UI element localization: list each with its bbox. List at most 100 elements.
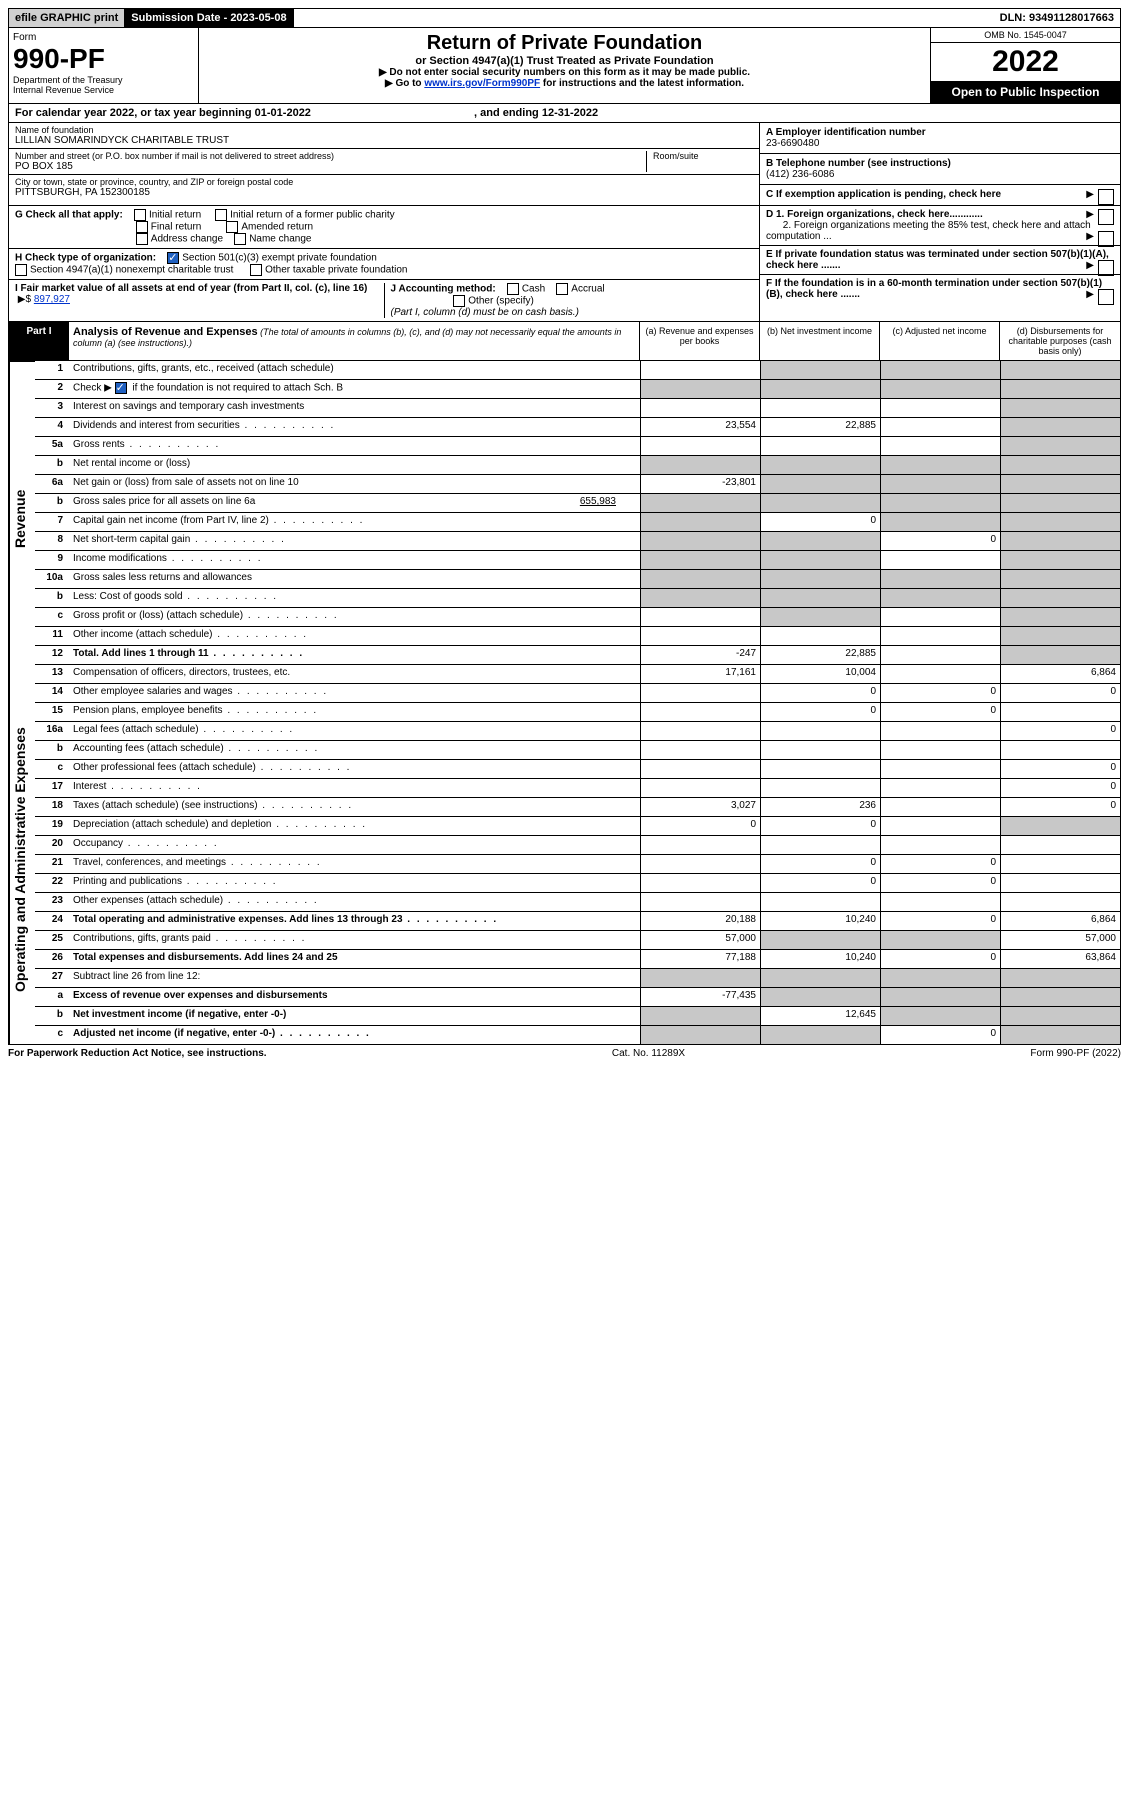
omb-number: OMB No. 1545-0047 xyxy=(931,28,1120,43)
footer-mid: Cat. No. 11289X xyxy=(612,1048,685,1059)
f-text: F If the foundation is in a 60-month ter… xyxy=(766,278,1102,300)
col-d-header: (d) Disbursements for charitable purpose… xyxy=(1000,322,1120,360)
line-17: 17Interest0 xyxy=(35,779,1120,798)
j-cash-checkbox[interactable] xyxy=(507,283,519,295)
schb-checkbox[interactable] xyxy=(115,382,127,394)
dln-number: DLN: 93491128017663 xyxy=(994,9,1120,27)
c-checkbox[interactable] xyxy=(1098,189,1114,205)
revenue-side-label: Revenue xyxy=(9,361,35,676)
line-27b: bNet investment income (if negative, ent… xyxy=(35,1007,1120,1026)
h-501c3-checkbox[interactable] xyxy=(167,252,179,264)
form-subtitle: or Section 4947(a)(1) Trust Treated as P… xyxy=(203,55,926,67)
i-amount: 897,927 xyxy=(34,294,70,305)
open-inspection: Open to Public Inspection xyxy=(931,81,1120,103)
ein-value: 23-6690480 xyxy=(766,138,819,149)
part1-tag: Part I xyxy=(9,322,69,360)
d2-checkbox[interactable] xyxy=(1098,231,1114,247)
g-name-checkbox[interactable] xyxy=(234,233,246,245)
dept-treasury: Department of the Treasury xyxy=(13,75,194,85)
line-24: 24Total operating and administrative exp… xyxy=(35,912,1120,931)
g-label: G Check all that apply: xyxy=(15,210,123,221)
g-address-checkbox[interactable] xyxy=(136,233,148,245)
g-opt-1: Initial return of a former public charit… xyxy=(230,210,395,221)
line-5a: 5aGross rents xyxy=(35,437,1120,456)
efile-badge: efile GRAPHIC print xyxy=(9,9,125,27)
line-10c: cGross profit or (loss) (attach schedule… xyxy=(35,608,1120,627)
line-27: 27Subtract line 26 from line 12: xyxy=(35,969,1120,988)
submission-date: Submission Date - 2023-05-08 xyxy=(125,9,293,27)
col-c-header: (c) Adjusted net income xyxy=(880,322,1000,360)
h-other-checkbox[interactable] xyxy=(250,264,262,276)
line-22: 22Printing and publications00 xyxy=(35,874,1120,893)
ein-label: A Employer identification number xyxy=(766,127,926,138)
h-4947-checkbox[interactable] xyxy=(15,264,27,276)
period-mid: , and ending xyxy=(471,107,542,119)
checkbox-section: G Check all that apply: Initial return I… xyxy=(8,206,1121,322)
irs-link[interactable]: www.irs.gov/Form990PF xyxy=(424,78,540,89)
h-other: Other taxable private foundation xyxy=(265,265,407,276)
line-7: 7Capital gain net income (from Part IV, … xyxy=(35,513,1120,532)
line-19: 19Depreciation (attach schedule) and dep… xyxy=(35,817,1120,836)
irs-label: Internal Revenue Service xyxy=(13,85,194,95)
d1-checkbox[interactable] xyxy=(1098,209,1114,225)
e-text: E If private foundation status was termi… xyxy=(766,249,1109,271)
phone-value: (412) 236-6086 xyxy=(766,169,834,180)
inst-ssn: ▶ Do not enter social security numbers o… xyxy=(203,67,926,78)
form-header: Form 990-PF Department of the Treasury I… xyxy=(8,28,1121,104)
line-16c: cOther professional fees (attach schedul… xyxy=(35,760,1120,779)
j-other-checkbox[interactable] xyxy=(453,295,465,307)
j-accrual: Accrual xyxy=(571,284,604,295)
line-15: 15Pension plans, employee benefits00 xyxy=(35,703,1120,722)
g-initial-former-checkbox[interactable] xyxy=(215,209,227,221)
footer-left: For Paperwork Reduction Act Notice, see … xyxy=(8,1048,267,1059)
line-18: 18Taxes (attach schedule) (see instructi… xyxy=(35,798,1120,817)
g-amended-checkbox[interactable] xyxy=(226,221,238,233)
line-23: 23Other expenses (attach schedule) xyxy=(35,893,1120,912)
line-13: 13Compensation of officers, directors, t… xyxy=(35,665,1120,684)
j-accrual-checkbox[interactable] xyxy=(556,283,568,295)
form-title: Return of Private Foundation xyxy=(203,32,926,55)
line-8: 8Net short-term capital gain0 xyxy=(35,532,1120,551)
line-27a: aExcess of revenue over expenses and dis… xyxy=(35,988,1120,1007)
line-1: 1Contributions, gifts, grants, etc., rec… xyxy=(35,361,1120,380)
city-state-zip: PITTSBURGH, PA 152300185 xyxy=(15,187,150,198)
line-3: 3Interest on savings and temporary cash … xyxy=(35,399,1120,418)
period-begin: 01-01-2022 xyxy=(255,107,311,119)
d1-text: D 1. Foreign organizations, check here..… xyxy=(766,209,983,220)
top-bar: efile GRAPHIC print Submission Date - 20… xyxy=(8,8,1121,28)
line-10b: bLess: Cost of goods sold xyxy=(35,589,1120,608)
line-14: 14Other employee salaries and wages000 xyxy=(35,684,1120,703)
i-label: I Fair market value of all assets at end… xyxy=(15,283,367,294)
h-501c3: Section 501(c)(3) exempt private foundat… xyxy=(182,253,377,264)
foundation-name: LILLIAN SOMARINDYCK CHARITABLE TRUST xyxy=(15,135,229,146)
part1-title: Analysis of Revenue and Expenses xyxy=(73,326,258,338)
period-end: 12-31-2022 xyxy=(542,107,598,119)
j-note: (Part I, column (d) must be on cash basi… xyxy=(391,307,579,318)
g-opt-0: Initial return xyxy=(149,210,201,221)
j-label: J Accounting method: xyxy=(391,284,496,295)
h-4947: Section 4947(a)(1) nonexempt charitable … xyxy=(30,265,233,276)
g-row: G Check all that apply: Initial return I… xyxy=(9,206,759,249)
arrow-dollar: ▶$ xyxy=(18,294,31,305)
g-initial-checkbox[interactable] xyxy=(134,209,146,221)
part1-header: Part I Analysis of Revenue and Expenses … xyxy=(8,322,1121,361)
part1-body: Revenue Operating and Administrative Exp… xyxy=(8,361,1121,1045)
line-11: 11Other income (attach schedule) xyxy=(35,627,1120,646)
line-4: 4Dividends and interest from securities2… xyxy=(35,418,1120,437)
j-other: Other (specify) xyxy=(468,296,534,307)
entity-section: Name of foundation LILLIAN SOMARINDYCK C… xyxy=(8,123,1121,206)
city-label: City or town, state or province, country… xyxy=(15,177,293,187)
line-6b-value: 655,983 xyxy=(580,496,616,507)
addr-label: Number and street (or P.O. box number if… xyxy=(15,151,334,161)
g-opt-2: Final return xyxy=(151,222,202,233)
line-10a: 10aGross sales less returns and allowanc… xyxy=(35,570,1120,589)
f-checkbox[interactable] xyxy=(1098,289,1114,305)
footer-right: Form 990-PF (2022) xyxy=(1030,1048,1121,1059)
inst-goto: ▶ Go to www.irs.gov/Form990PF for instru… xyxy=(203,78,926,89)
g-final-checkbox[interactable] xyxy=(136,221,148,233)
inst-post: for instructions and the latest informat… xyxy=(540,78,744,89)
e-row: E If private foundation status was termi… xyxy=(760,246,1120,275)
e-checkbox[interactable] xyxy=(1098,260,1114,276)
h-label: H Check type of organization: xyxy=(15,253,156,264)
f-row: F If the foundation is in a 60-month ter… xyxy=(760,275,1120,303)
